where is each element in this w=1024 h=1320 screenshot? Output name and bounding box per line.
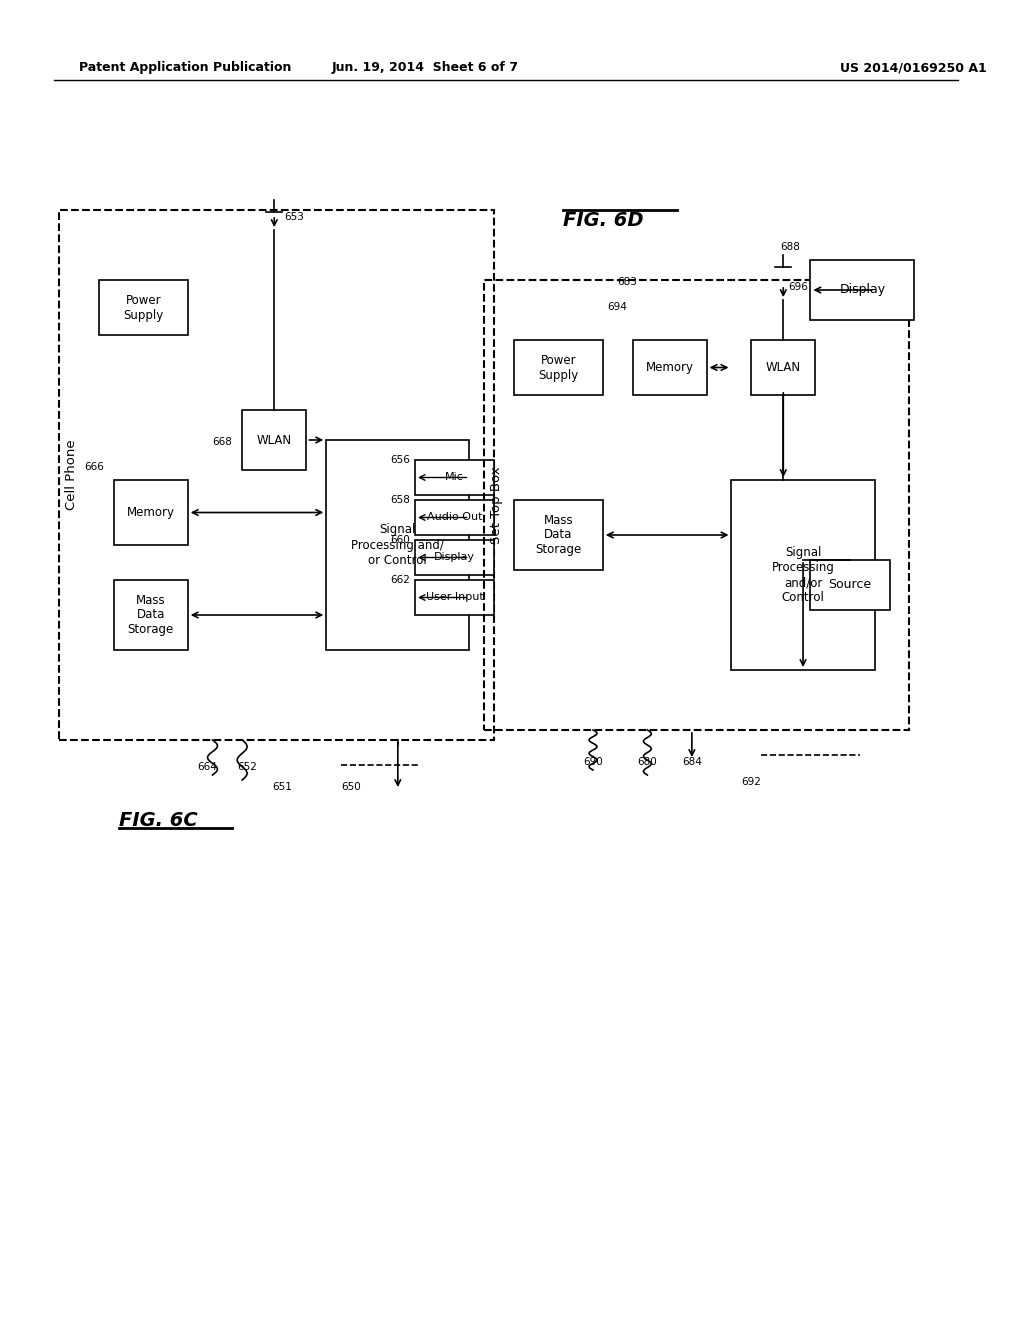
FancyBboxPatch shape <box>415 579 495 615</box>
Text: 652: 652 <box>238 762 257 772</box>
FancyBboxPatch shape <box>415 540 495 576</box>
Text: 664: 664 <box>198 762 217 772</box>
Text: 662: 662 <box>390 576 411 585</box>
Text: Memory: Memory <box>127 506 175 519</box>
Text: Display: Display <box>840 284 886 297</box>
FancyBboxPatch shape <box>514 341 603 395</box>
FancyBboxPatch shape <box>514 500 603 570</box>
FancyBboxPatch shape <box>415 500 495 535</box>
Text: Signal
Processing
and/or
Control: Signal Processing and/or Control <box>772 546 835 605</box>
FancyBboxPatch shape <box>731 480 874 671</box>
Text: Power
Supply: Power Supply <box>539 354 579 381</box>
FancyBboxPatch shape <box>810 560 890 610</box>
FancyBboxPatch shape <box>114 480 187 545</box>
FancyBboxPatch shape <box>633 341 707 395</box>
Text: Jun. 19, 2014  Sheet 6 of 7: Jun. 19, 2014 Sheet 6 of 7 <box>332 62 518 74</box>
Text: Set Top Box: Set Top Box <box>489 466 503 544</box>
Text: 696: 696 <box>788 282 808 292</box>
Text: Mass
Data
Storage: Mass Data Storage <box>536 513 582 557</box>
Text: Power
Supply: Power Supply <box>123 293 164 322</box>
Text: Source: Source <box>828 578 871 591</box>
Text: 684: 684 <box>682 756 701 767</box>
Text: 668: 668 <box>212 437 232 447</box>
Text: Display: Display <box>434 553 475 562</box>
Text: 653: 653 <box>284 213 304 222</box>
Text: 658: 658 <box>390 495 411 506</box>
Text: FIG. 6D: FIG. 6D <box>563 210 644 230</box>
Text: US 2014/0169250 A1: US 2014/0169250 A1 <box>840 62 987 74</box>
Text: WLAN: WLAN <box>766 360 801 374</box>
Text: 683: 683 <box>617 277 638 286</box>
Text: WLAN: WLAN <box>257 433 292 446</box>
Text: 660: 660 <box>390 535 411 545</box>
Text: Memory: Memory <box>645 360 693 374</box>
Text: Audio Out: Audio Out <box>427 512 482 523</box>
FancyBboxPatch shape <box>415 459 495 495</box>
Text: 688: 688 <box>780 242 801 252</box>
Text: 650: 650 <box>341 781 360 792</box>
FancyBboxPatch shape <box>99 280 187 335</box>
Text: 694: 694 <box>608 302 628 312</box>
Text: 680: 680 <box>638 756 657 767</box>
Text: Cell Phone: Cell Phone <box>65 440 78 511</box>
Text: 651: 651 <box>271 781 292 792</box>
Text: User Input: User Input <box>426 593 483 602</box>
Text: 690: 690 <box>583 756 603 767</box>
Text: 666: 666 <box>84 462 103 473</box>
Text: FIG. 6C: FIG. 6C <box>119 810 198 829</box>
Text: Patent Application Publication: Patent Application Publication <box>79 62 292 74</box>
Text: Mass
Data
Storage: Mass Data Storage <box>128 594 174 636</box>
FancyBboxPatch shape <box>810 260 914 319</box>
Text: 692: 692 <box>741 777 761 787</box>
Text: 656: 656 <box>390 455 411 465</box>
FancyBboxPatch shape <box>327 440 469 649</box>
FancyBboxPatch shape <box>242 411 306 470</box>
FancyBboxPatch shape <box>114 579 187 649</box>
Text: Signal
Processing and/
or Control: Signal Processing and/ or Control <box>351 524 444 566</box>
FancyBboxPatch shape <box>752 341 815 395</box>
Text: Mic: Mic <box>445 473 464 483</box>
